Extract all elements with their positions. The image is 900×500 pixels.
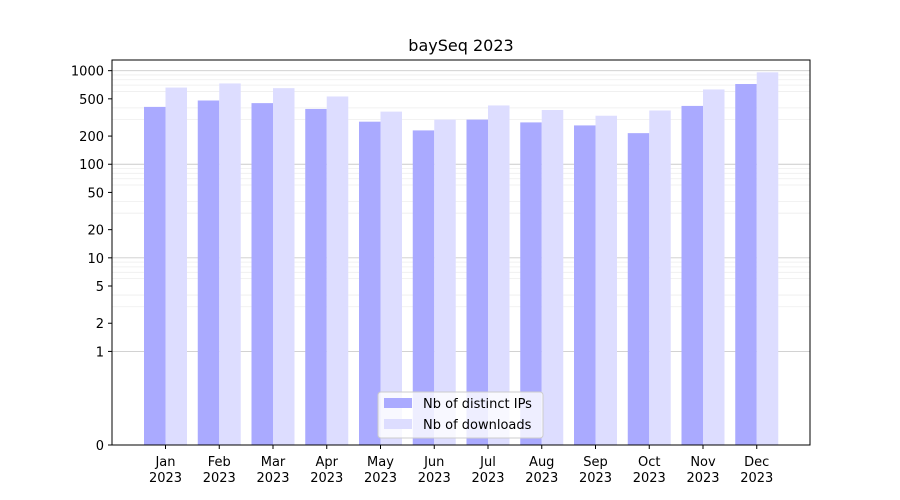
x-tick-label-year: 2023 [740,471,773,486]
x-tick-label-year: 2023 [471,471,504,486]
bar-distinct-ips-may [359,121,381,446]
legend-box [377,391,544,439]
x-tick-label-month: Oct [638,455,660,470]
y-tick-label: 500 [79,93,104,108]
y-axis: 0 1 2 5 10 20 50 100 200 500 1000 [71,65,112,454]
bar-downloads-may [380,111,402,445]
bar-downloads-feb [219,83,241,446]
x-tick-label-month: Feb [208,455,231,470]
x-tick-label-month: Jun [423,455,444,470]
legend-swatch-downloads [384,419,412,429]
x-axis: Jan2023Feb2023Mar2023Apr2023May2023Jun20… [149,445,773,486]
bar-distinct-ips-jul [466,119,488,446]
bars-layer [144,72,779,446]
bar-downloads-jun [434,119,456,446]
x-tick-label-year: 2023 [203,471,236,486]
x-tick-label-year: 2023 [256,471,289,486]
x-tick-label-month: Sep [583,455,608,470]
bar-downloads-aug [541,109,564,446]
bar-downloads-nov [703,89,725,446]
x-tick-label-month: Nov [690,455,716,470]
y-tick-label: 50 [87,186,104,201]
bar-downloads-jul [488,105,510,445]
bar-distinct-ips-aug [520,122,542,445]
x-tick-label-year: 2023 [418,471,451,486]
bar-distinct-ips-dec [735,84,757,446]
x-tick-label-year: 2023 [149,471,182,486]
y-tick-label: 0 [96,439,104,454]
bar-distinct-ips-mar [251,103,273,445]
bar-distinct-ips-nov [681,105,703,445]
y-tick-label: 5 [96,280,104,295]
legend-label-downloads: Nb of downloads [423,418,532,433]
x-tick-label-year: 2023 [686,471,719,486]
x-tick-label-year: 2023 [579,471,612,486]
bar-distinct-ips-oct [627,133,650,446]
x-tick-label-month: Aug [529,455,554,470]
y-tick-label: 1000 [71,65,104,80]
x-tick-label-month: Mar [261,455,286,470]
x-tick-label-month: May [367,455,394,470]
y-tick-label: 1 [96,345,104,360]
bar-downloads-dec [756,72,779,446]
bar-downloads-apr [326,96,349,446]
bar-distinct-ips-apr [305,108,327,446]
bar-downloads-oct [649,110,671,446]
legend-label-distinct-ips: Nb of distinct IPs [423,397,532,412]
x-tick-label-month: Apr [316,455,339,470]
bar-distinct-ips-jan [144,106,166,445]
chart-title: baySeq 2023 [408,36,513,55]
bar-downloads-jan [165,87,187,446]
legend: Nb of distinct IPs Nb of downloads [377,391,544,439]
x-tick-label-year: 2023 [525,471,558,486]
y-tick-label: 2 [96,317,104,332]
bar-downloads-mar [273,88,295,446]
y-tick-label: 200 [79,130,104,145]
plot-frame [111,59,811,446]
x-tick-label-year: 2023 [633,471,666,486]
y-tick-label: 10 [87,252,104,267]
bar-distinct-ips-jun [412,130,435,446]
bar-distinct-ips-feb [197,100,220,445]
x-tick-label-month: Jul [479,455,496,470]
x-tick-label-month: Jan [154,455,175,470]
y-tick-label: 100 [79,158,104,173]
y-tick-label: 20 [87,224,104,239]
bar-downloads-sep [595,115,617,445]
bar-distinct-ips-sep [574,125,596,445]
legend-swatch-distinct-ips [384,398,412,408]
x-tick-label-year: 2023 [364,471,397,486]
x-tick-label-month: Dec [744,455,769,470]
x-tick-label-year: 2023 [310,471,343,486]
